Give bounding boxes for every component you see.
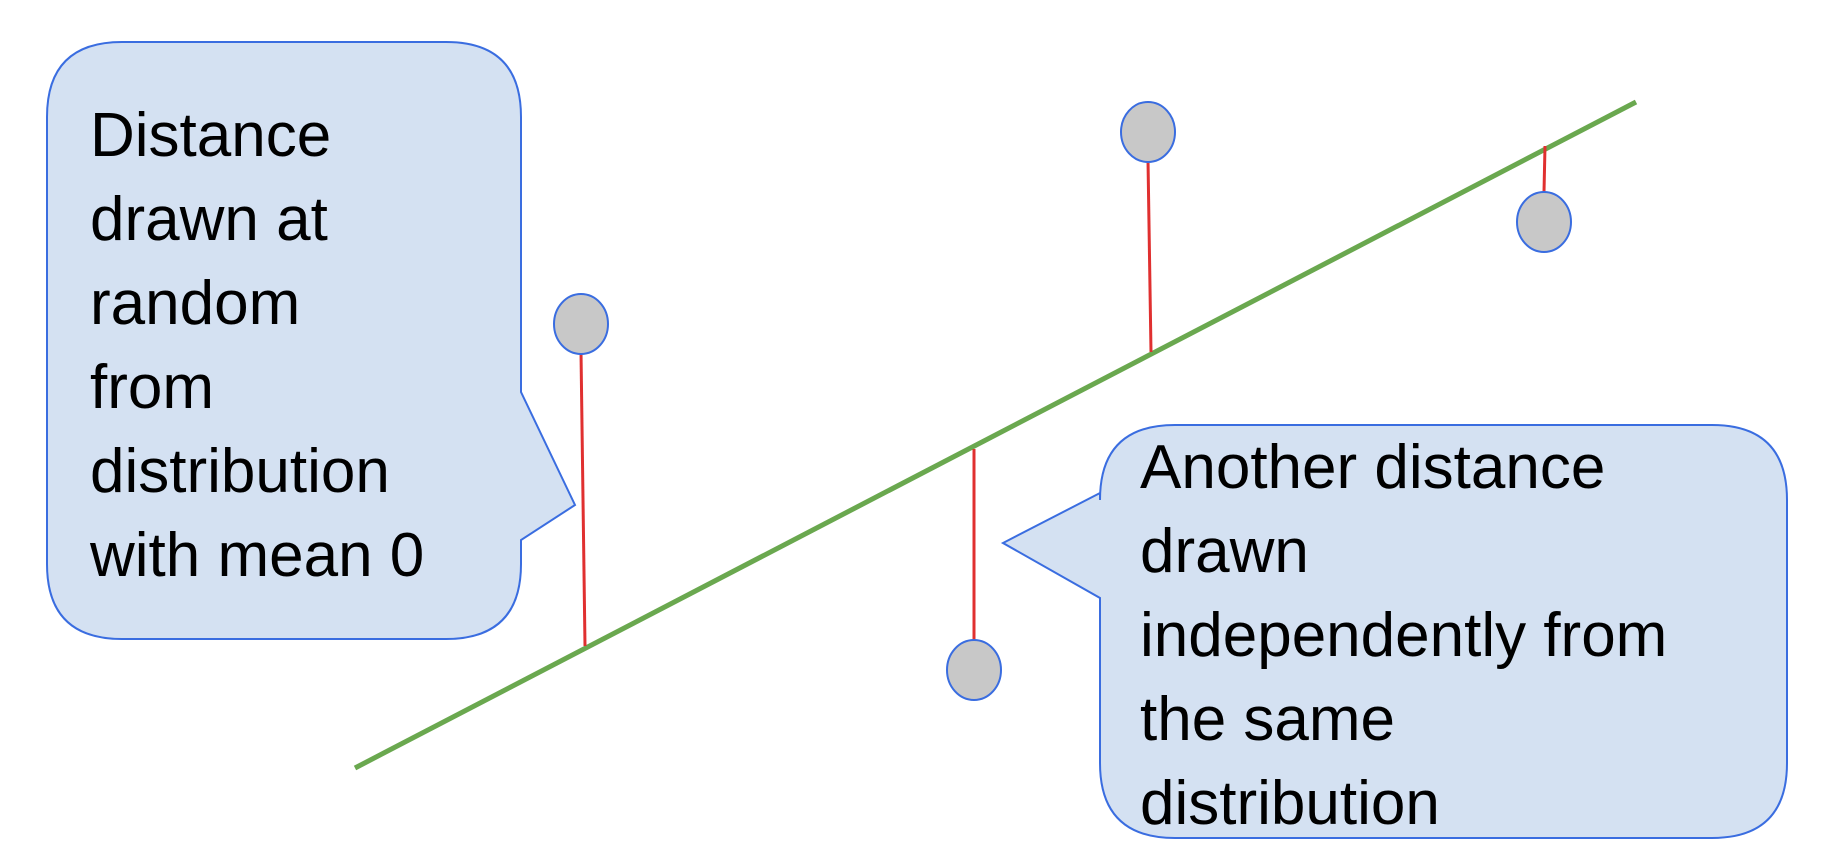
callout-left-line: from	[90, 353, 214, 422]
callout-left-line: with mean 0	[89, 521, 424, 590]
callout-left-line: distribution	[90, 437, 390, 506]
callout-left-text: Distance drawn at random from distributi…	[89, 101, 424, 590]
data-point-2	[946, 639, 1002, 701]
residual-segment-1	[579, 351, 587, 647]
data-point-3	[1120, 101, 1176, 163]
data-point-1	[553, 293, 609, 355]
callout-right-line: Another distance	[1140, 433, 1605, 502]
callout-right-bubble	[1000, 424, 1788, 839]
callout-right-line: distribution	[1140, 769, 1440, 838]
callout-right-text: Another distance drawn independently fro…	[1140, 433, 1685, 838]
callout-right-line: independently from	[1140, 601, 1667, 670]
residual-segment-3	[1146, 159, 1153, 353]
callout-left-line: Distance	[90, 101, 331, 170]
callout-right-line: the same	[1140, 685, 1395, 754]
callout-right-line: drawn	[1140, 517, 1309, 586]
data-point-4	[1516, 191, 1572, 253]
regression-line	[353, 99, 1638, 771]
residual-segment-4	[1542, 145, 1547, 193]
callout-left-line: random	[90, 269, 300, 338]
callout-left-bubble	[46, 41, 577, 640]
callout-left-line: drawn at	[90, 185, 328, 254]
